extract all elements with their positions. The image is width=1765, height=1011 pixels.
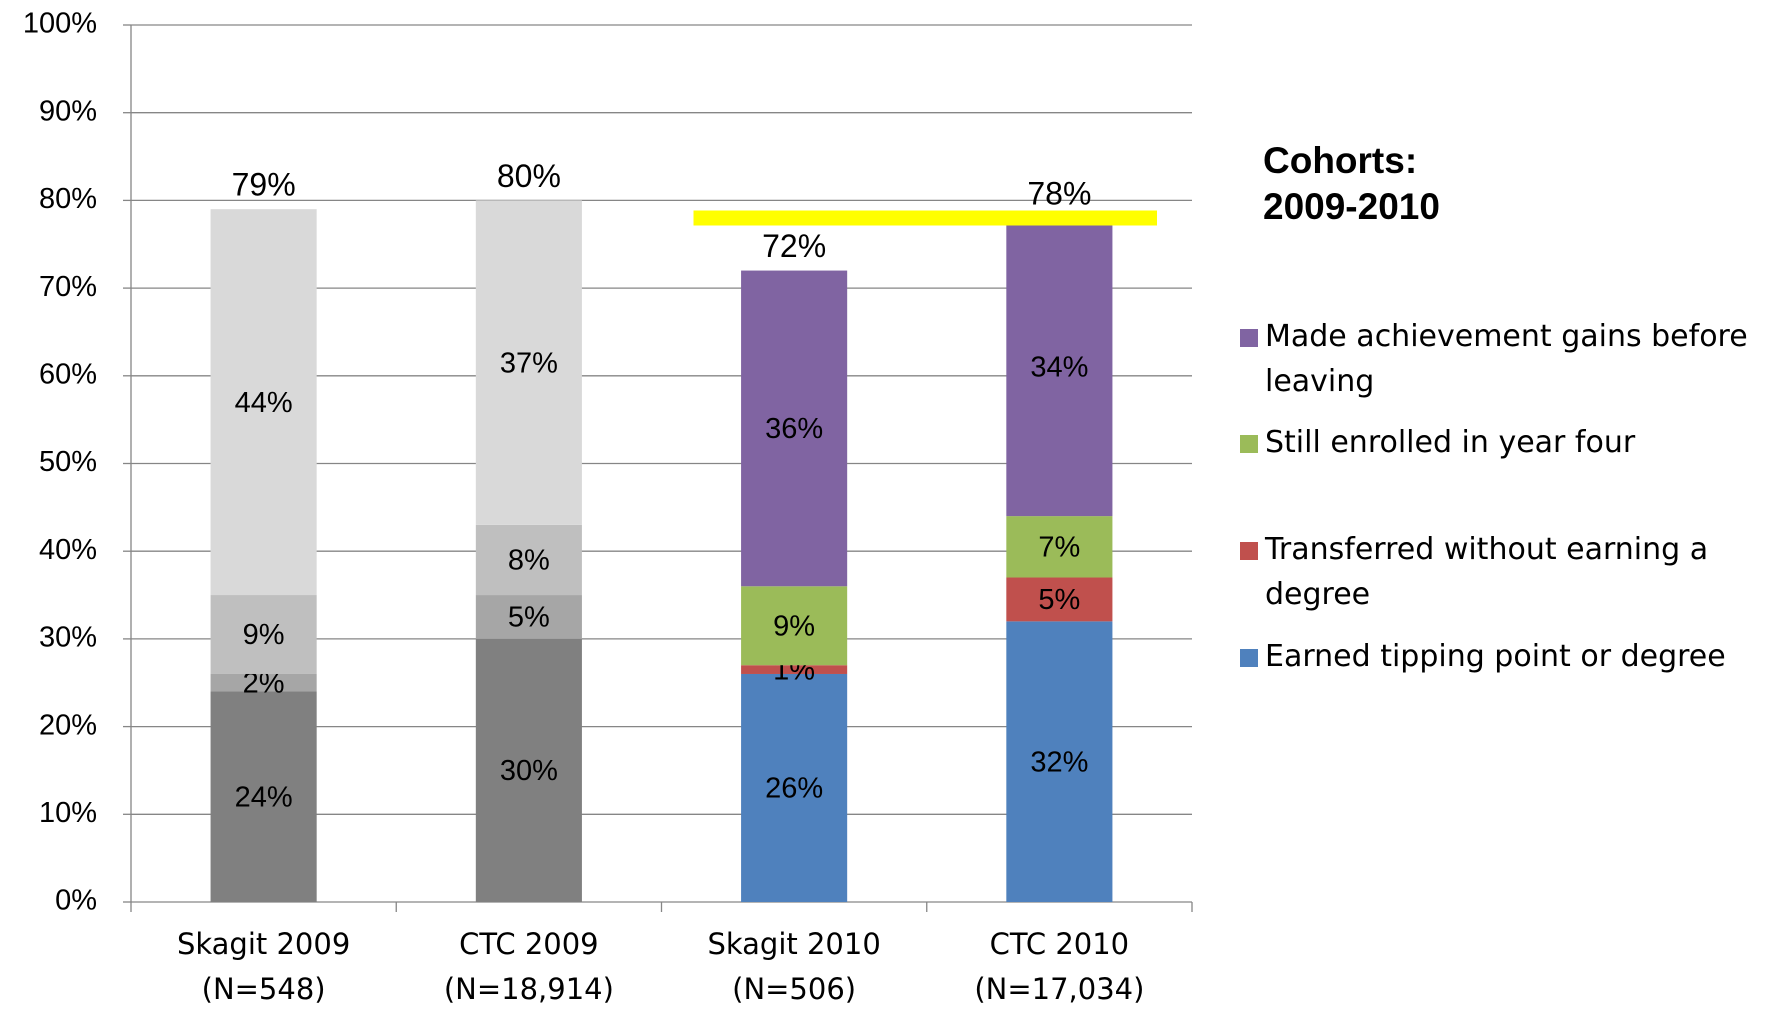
bar-segment xyxy=(741,270,848,587)
value-label: 9% xyxy=(773,610,815,642)
legend-label: Earned tipping point or degree xyxy=(1265,639,1726,674)
value-label: 5% xyxy=(1038,584,1080,616)
value-label: 36% xyxy=(765,413,823,445)
bar-segment xyxy=(210,595,317,674)
value-label: 7% xyxy=(1038,531,1080,563)
y-tick-label: 60% xyxy=(39,358,97,390)
value-label: 32% xyxy=(1030,746,1088,778)
x-tick-label: CTC 2010 (N=17,034) xyxy=(974,927,1145,1006)
total-label: 80% xyxy=(497,158,561,194)
bar-segment xyxy=(210,673,317,692)
legend-label: Made achievement gains before leaving xyxy=(1265,319,1748,399)
x-tick-label: CTC 2009 (N=18,914) xyxy=(443,927,614,1006)
value-label: 37% xyxy=(500,347,558,379)
bar-segment xyxy=(210,691,317,902)
total-label: 78% xyxy=(1027,175,1091,211)
y-tick-label: 80% xyxy=(39,183,97,215)
x-tick-label: Skagit 2009 (N=548) xyxy=(176,927,351,1006)
bar-segment xyxy=(1006,621,1113,902)
value-label: 5% xyxy=(508,602,550,634)
y-tick-label: 0% xyxy=(55,885,97,917)
total-label: 79% xyxy=(232,167,296,203)
bar-segment xyxy=(741,665,848,674)
y-tick-label: 50% xyxy=(39,446,97,478)
bar-segment xyxy=(475,595,582,639)
legend-label: Still enrolled in year four xyxy=(1265,425,1636,460)
y-tick-label: 90% xyxy=(39,95,97,127)
legend-swatch xyxy=(1240,649,1258,667)
bar-segment xyxy=(741,586,848,666)
y-tick-label: 20% xyxy=(39,709,97,741)
y-tick-label: 40% xyxy=(39,534,97,566)
y-tick-label: 10% xyxy=(39,797,97,829)
bar-segment xyxy=(475,638,582,902)
value-label: 8% xyxy=(508,545,550,577)
total-label: 72% xyxy=(762,228,826,264)
x-tick-label: Skagit 2010 (N=506) xyxy=(707,927,881,1006)
bar-segment xyxy=(741,673,848,902)
value-label: 34% xyxy=(1030,352,1088,384)
legend-swatch xyxy=(1240,329,1258,347)
bar-segment xyxy=(1006,577,1113,622)
legend-swatch xyxy=(1240,435,1258,453)
y-tick-label: 30% xyxy=(39,622,97,654)
value-label: 30% xyxy=(500,755,558,787)
y-tick-label: 70% xyxy=(39,271,97,303)
bar-segment xyxy=(1006,217,1113,517)
value-label: 24% xyxy=(235,781,293,813)
value-label: 9% xyxy=(243,619,285,651)
value-label: 26% xyxy=(765,773,823,805)
legend-title: Cohorts: 2009-2010 xyxy=(1263,140,1440,228)
value-label: 44% xyxy=(235,387,293,419)
bar-segment xyxy=(475,524,582,596)
legend-swatch xyxy=(1240,542,1258,560)
bar-segment xyxy=(210,209,317,596)
bar-segment xyxy=(1006,516,1113,578)
y-tick-label: 100% xyxy=(23,8,97,40)
bar-segment xyxy=(475,200,582,525)
legend-label: Transferred without earning a degree xyxy=(1265,532,1709,612)
